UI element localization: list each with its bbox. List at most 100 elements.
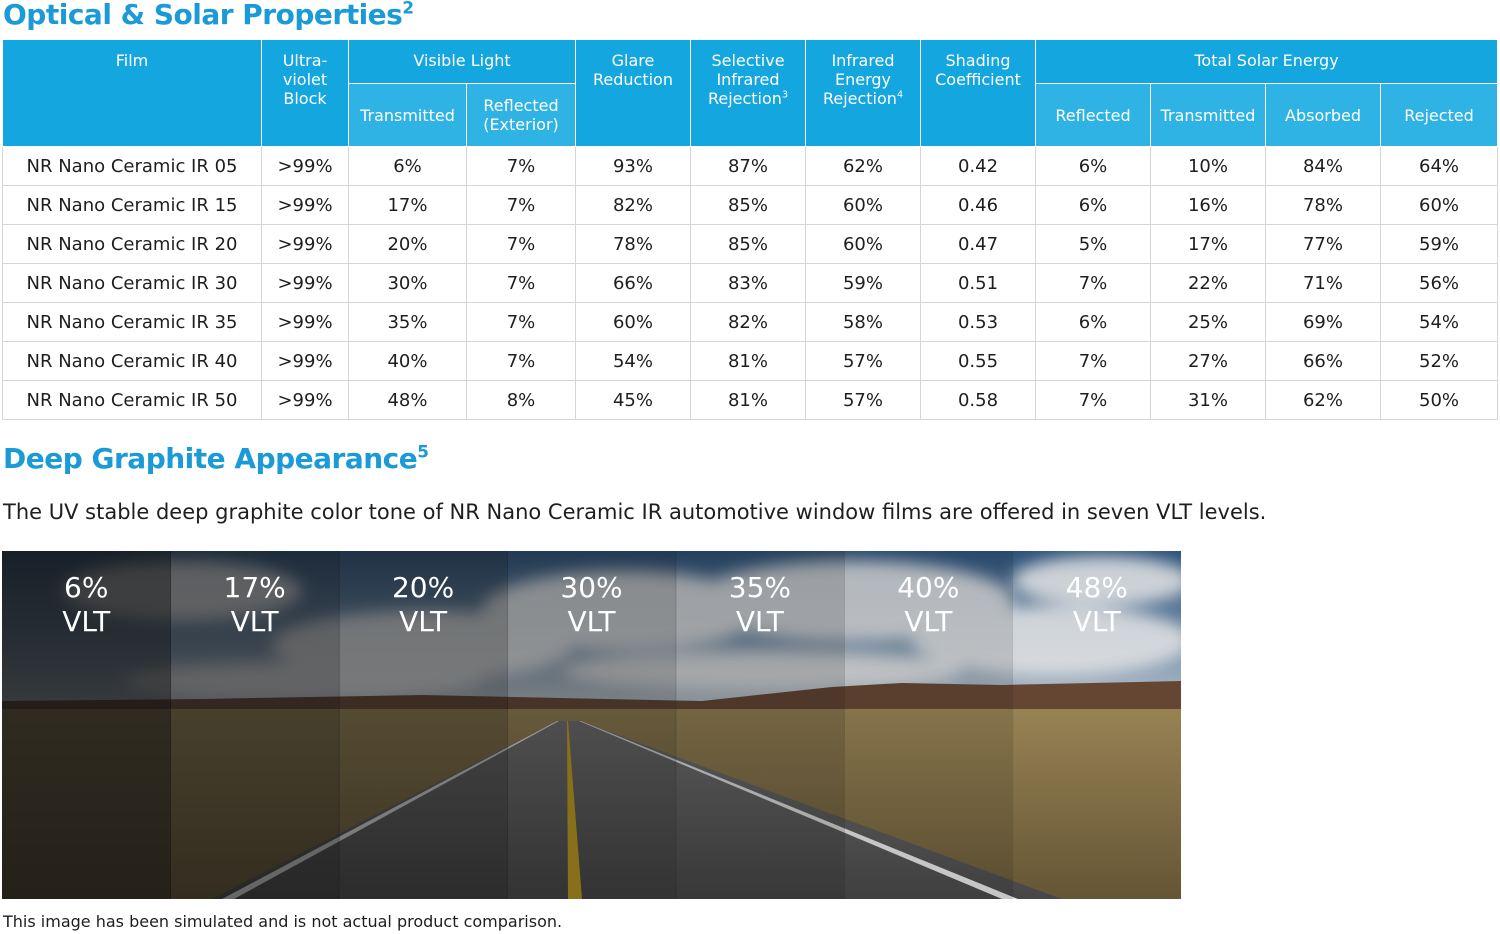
vlt-label: VLT bbox=[904, 605, 953, 638]
table-cell: 81% bbox=[690, 380, 806, 420]
tint-panel bbox=[2, 551, 171, 899]
caption: This image has been simulated and is not… bbox=[3, 912, 563, 931]
table-cell: 7% bbox=[466, 341, 576, 381]
header-text: Glare Reduction bbox=[593, 51, 673, 89]
table-cell: 62% bbox=[1265, 380, 1381, 420]
table-cell: 52% bbox=[1379, 341, 1499, 381]
properties-table: Film Ultra-violet Block Visible Light Glare… bbox=[2, 40, 1499, 420]
header-text: Infrared Energy Rejection bbox=[822, 51, 897, 108]
table-row: NR Nano Ceramic IR 50 >99% 48% 8% 45% 81% 57% 0… bbox=[2, 380, 1499, 420]
table-cell: 0.51 bbox=[920, 263, 1036, 303]
header-text: Ultra-violet Block bbox=[282, 51, 328, 108]
header-text: Film bbox=[115, 51, 149, 70]
table-cell: 64% bbox=[1379, 146, 1499, 186]
column-subheader: Transmitted bbox=[1150, 83, 1266, 147]
table-cell: NR Nano Ceramic IR 35 bbox=[2, 302, 262, 342]
table-cell: 0.47 bbox=[920, 224, 1036, 264]
table-cell: 57% bbox=[805, 341, 921, 381]
table-header: Film Ultra-violet Block Visible Light Glare… bbox=[2, 40, 1499, 147]
table-cell: 60% bbox=[805, 185, 921, 225]
table-cell: 66% bbox=[575, 263, 691, 303]
vlt-value: 40% bbox=[897, 571, 959, 604]
column-subheader: Reflected (Exterior) bbox=[466, 83, 576, 147]
table-cell: 54% bbox=[575, 341, 691, 381]
tint-panel bbox=[338, 551, 508, 899]
table-cell: 22% bbox=[1150, 263, 1266, 303]
header-text: Selective Infrared Rejection bbox=[707, 51, 785, 108]
table-cell: 78% bbox=[1265, 185, 1381, 225]
table-cell: 57% bbox=[805, 380, 921, 420]
table-row: NR Nano Ceramic IR 40 >99% 40% 7% 54% 81% 57% 0… bbox=[2, 341, 1499, 381]
column-header: Selective Infrared Rejection3 bbox=[690, 40, 806, 147]
tint-panel bbox=[507, 551, 677, 899]
table-cell: 66% bbox=[1265, 341, 1381, 381]
section-title: Deep Graphite Appearance5 bbox=[3, 442, 429, 475]
column-header: Ultra-violet Block bbox=[261, 40, 349, 147]
description: The UV stable deep graphite color tone o… bbox=[3, 500, 1267, 524]
table-cell: NR Nano Ceramic IR 05 bbox=[2, 146, 262, 186]
table-cell: NR Nano Ceramic IR 15 bbox=[2, 185, 262, 225]
table-cell: 7% bbox=[466, 263, 576, 303]
vlt-label: VLT bbox=[1073, 605, 1122, 638]
table-cell: 6% bbox=[348, 146, 467, 186]
table-cell: 83% bbox=[690, 263, 806, 303]
table-cell: 69% bbox=[1265, 302, 1381, 342]
table-cell: >99% bbox=[261, 302, 349, 342]
table-cell: 35% bbox=[348, 302, 467, 342]
table-cell: 0.53 bbox=[920, 302, 1036, 342]
table-cell: NR Nano Ceramic IR 50 bbox=[2, 380, 262, 420]
table-cell: >99% bbox=[261, 146, 349, 186]
table-cell: 45% bbox=[575, 380, 691, 420]
table-cell: 25% bbox=[1150, 302, 1266, 342]
table-cell: 7% bbox=[466, 185, 576, 225]
column-header: Infrared Energy Rejection4 bbox=[805, 40, 921, 147]
table-cell: 7% bbox=[466, 302, 576, 342]
vlt-value: 17% bbox=[224, 571, 286, 604]
table-cell: >99% bbox=[261, 224, 349, 264]
table-cell: 62% bbox=[805, 146, 921, 186]
table-cell: 71% bbox=[1265, 263, 1381, 303]
table-cell: 7% bbox=[1035, 263, 1151, 303]
vlt-label: VLT bbox=[567, 605, 616, 638]
table-cell: 0.42 bbox=[920, 146, 1036, 186]
table-cell: 82% bbox=[575, 185, 691, 225]
footnote-mark: 4 bbox=[896, 89, 904, 101]
table-cell: 0.55 bbox=[920, 341, 1036, 381]
table-cell: 54% bbox=[1379, 302, 1499, 342]
table-cell: 6% bbox=[1035, 146, 1151, 186]
column-header: Shading Coefficient bbox=[920, 40, 1036, 147]
header-text: Visible Light bbox=[413, 51, 511, 70]
table-cell: 40% bbox=[348, 341, 467, 381]
comparison-image: 6%VLT17%VLT20%VLT30%VLT35%VLT40%VLT48%VL… bbox=[2, 551, 1181, 899]
table-cell: 7% bbox=[466, 146, 576, 186]
table-cell: 85% bbox=[690, 224, 806, 264]
table-cell: 7% bbox=[1035, 380, 1151, 420]
table-row: NR Nano Ceramic IR 20 >99% 20% 7% 78% 85% 60% 0… bbox=[2, 224, 1499, 264]
column-header: Film bbox=[2, 40, 262, 147]
vlt-label: VLT bbox=[399, 605, 448, 638]
table-cell: 0.58 bbox=[920, 380, 1036, 420]
vlt-value: 6% bbox=[64, 571, 108, 604]
table-cell: 8% bbox=[466, 380, 576, 420]
table-cell: >99% bbox=[261, 341, 349, 381]
title-text: Optical & Solar Properties bbox=[3, 0, 403, 31]
table-row: NR Nano Ceramic IR 35 >99% 35% 7% 60% 82% 58% 0… bbox=[2, 302, 1499, 342]
title-text: Deep Graphite Appearance bbox=[3, 442, 418, 475]
column-header: Visible Light bbox=[348, 40, 576, 84]
table-cell: NR Nano Ceramic IR 20 bbox=[2, 224, 262, 264]
tint-panel bbox=[675, 551, 845, 899]
vlt-label: VLT bbox=[231, 605, 280, 638]
section-title: Optical & Solar Properties2 bbox=[3, 0, 414, 31]
table-cell: NR Nano Ceramic IR 30 bbox=[2, 263, 262, 303]
column-subheader: Absorbed bbox=[1265, 83, 1381, 147]
table-cell: 81% bbox=[690, 341, 806, 381]
table-row: NR Nano Ceramic IR 05 >99% 6% 7% 93% 87% 62% 0.… bbox=[2, 146, 1499, 186]
table-cell: 93% bbox=[575, 146, 691, 186]
table-cell: 6% bbox=[1035, 302, 1151, 342]
table-cell: 27% bbox=[1150, 341, 1266, 381]
column-subheader: Rejected bbox=[1379, 83, 1499, 147]
table-cell: 60% bbox=[805, 224, 921, 264]
column-subheader: Reflected bbox=[1035, 83, 1151, 147]
header-text: Total Solar Energy bbox=[1194, 51, 1339, 70]
